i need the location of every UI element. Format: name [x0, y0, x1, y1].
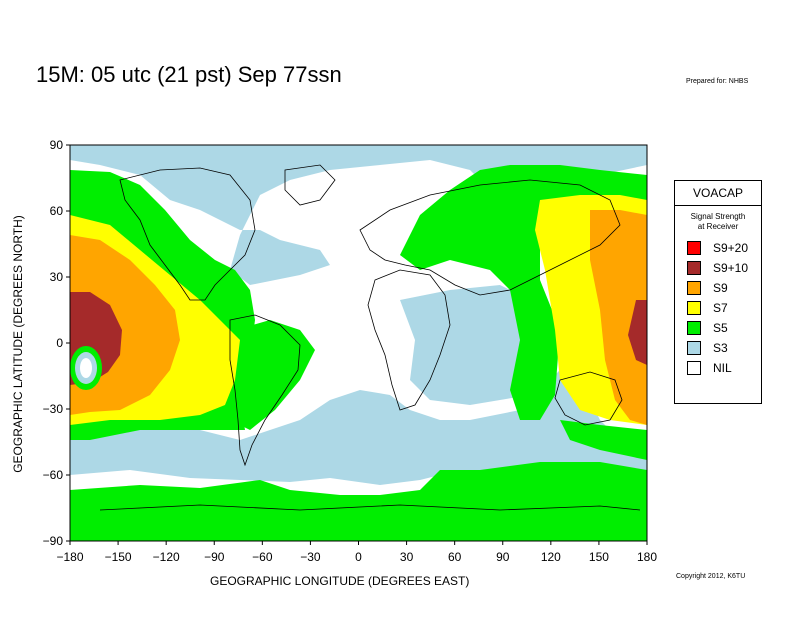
y-tick-label: 0	[56, 336, 63, 350]
north-america-outline	[119, 167, 256, 301]
s9-region-east	[590, 210, 647, 425]
legend-item: NIL	[675, 358, 761, 378]
x-tick-label: −150	[105, 550, 132, 564]
s5-region-south-america	[230, 320, 315, 430]
legend-swatch	[687, 341, 701, 355]
y-tick-label: −60	[43, 468, 64, 482]
africa-outline	[367, 269, 451, 411]
legend-swatch	[687, 261, 701, 275]
greenland-outline	[284, 164, 336, 206]
continent-outlines	[99, 164, 641, 511]
legend-label: S5	[713, 321, 728, 335]
y-axis-ticks: 90 60 30 0 −30 −60 −90	[43, 138, 70, 548]
y-tick-label: −30	[43, 402, 64, 416]
x-tick-label: 120	[541, 550, 561, 564]
x-tick-label: 150	[589, 550, 609, 564]
x-tick-label: −30	[300, 550, 321, 564]
legend-item: S9	[675, 278, 761, 298]
legend-item: S9+20	[675, 238, 761, 258]
legend-label: S7	[713, 301, 728, 315]
y-tick-label: 60	[50, 204, 64, 218]
signal-legend: VOACAP Signal Strength at Receiver S9+20…	[674, 180, 762, 404]
y-axis-label: GEOGRAPHIC LATITUDE (DEGREES NORTH)	[11, 215, 25, 473]
s5-region-asia	[400, 165, 647, 420]
x-tick-label: 60	[448, 550, 462, 564]
legend-swatch	[687, 361, 701, 375]
legend-subtitle-line2: at Receiver	[697, 222, 739, 231]
x-tick-label: −120	[153, 550, 180, 564]
legend-title: VOACAP	[675, 181, 761, 206]
legend-items: S9+20 S9+10 S9 S7 S5 S3 NIL	[675, 238, 761, 378]
s3-region-south-band	[70, 370, 647, 490]
s5-region-east-pacific	[560, 420, 647, 460]
legend-swatch	[687, 301, 701, 315]
x-tick-label: 180	[637, 550, 657, 564]
south-america-outline	[229, 314, 301, 467]
legend-swatch	[687, 321, 701, 335]
legend-swatch	[687, 281, 701, 295]
legend-swatch	[687, 241, 701, 255]
legend-label: NIL	[713, 361, 732, 375]
legend-label: S9	[713, 281, 728, 295]
copyright-note: Copyright 2012, K6TU	[676, 573, 746, 580]
legend-label: S3	[713, 341, 728, 355]
legend-subtitle: Signal Strength at Receiver	[675, 212, 761, 232]
x-tick-label: 30	[400, 550, 414, 564]
x-tick-label: −60	[252, 550, 273, 564]
x-tick-label: 90	[496, 550, 510, 564]
legend-item: S3	[675, 338, 761, 358]
legend-label: S9+20	[713, 241, 749, 255]
map-title: 15M: 05 utc (21 pst) Sep 77ssn	[36, 62, 342, 87]
legend-item: S7	[675, 298, 761, 318]
nil-center	[80, 358, 92, 378]
legend-item: S5	[675, 318, 761, 338]
x-tick-label: 0	[355, 550, 362, 564]
prepared-for-note: Prepared for: NHBS	[686, 78, 749, 85]
europe-asia-outline	[359, 179, 621, 296]
x-axis-ticks: −180 −150 −120 −90 −60 −30 0 30 60 90 120 150 180	[56, 541, 657, 564]
y-tick-label: 30	[50, 270, 64, 284]
legend-item: S9+10	[675, 258, 761, 278]
s5-region-south	[70, 462, 647, 541]
y-tick-label: −90	[43, 534, 64, 548]
x-tick-label: −180	[56, 550, 83, 564]
x-axis-label: GEOGRAPHIC LONGITUDE (DEGREES EAST)	[210, 574, 470, 588]
legend-label: S9+10	[713, 261, 749, 275]
antarctica-outline	[99, 504, 641, 511]
s3-region-africa-east	[400, 285, 540, 405]
x-tick-label: −90	[204, 550, 225, 564]
y-tick-label: 90	[50, 138, 64, 152]
s9plus10-region-east	[628, 300, 647, 365]
australia-outline	[554, 371, 623, 426]
legend-subtitle-line1: Signal Strength	[690, 212, 746, 221]
